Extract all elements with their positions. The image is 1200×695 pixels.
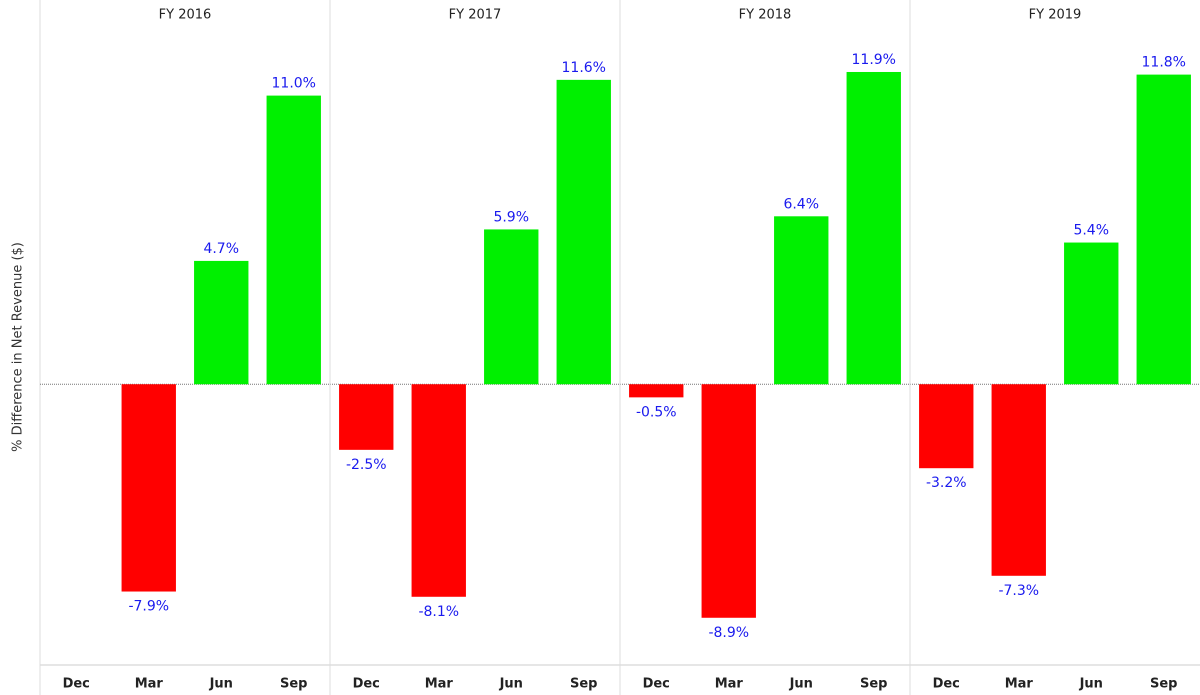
panel-header: FY 2016 (159, 8, 212, 23)
bar (1064, 242, 1119, 385)
x-tick-label: Dec (63, 677, 90, 692)
x-tick-label: Mar (1005, 677, 1034, 692)
bar (774, 216, 829, 385)
y-axis-label: % Difference in Net Revenue ($) (11, 242, 26, 452)
data-label: -8.1% (418, 604, 459, 620)
data-label: 11.0% (272, 76, 316, 92)
data-label: 11.9% (852, 52, 896, 68)
bar (991, 384, 1046, 576)
bar (411, 384, 466, 597)
data-label: -2.5% (346, 457, 387, 473)
bar (194, 260, 249, 385)
data-label: 11.8% (1142, 55, 1186, 71)
x-tick-label: Dec (643, 677, 670, 692)
bar (1136, 74, 1191, 385)
data-label: 5.4% (1073, 223, 1109, 239)
data-label: 11.6% (562, 60, 606, 76)
bar (919, 384, 974, 469)
bar (556, 79, 611, 385)
data-label: 5.9% (493, 209, 529, 225)
panel-header: FY 2018 (739, 8, 792, 23)
data-label: -7.9% (128, 599, 169, 615)
data-label: -3.2% (926, 475, 967, 491)
bar (121, 384, 176, 592)
x-tick-label: Mar (715, 677, 744, 692)
x-tick-label: Dec (933, 677, 960, 692)
x-tick-label: Jun (209, 677, 233, 692)
x-tick-label: Sep (860, 677, 888, 692)
bar (484, 229, 539, 385)
bar (701, 384, 756, 618)
x-tick-label: Sep (1150, 677, 1178, 692)
x-tick-label: Jun (1079, 677, 1103, 692)
x-tick-label: Sep (280, 677, 308, 692)
data-label: -8.9% (708, 625, 749, 641)
x-tick-label: Dec (353, 677, 380, 692)
x-tick-label: Sep (570, 677, 598, 692)
x-tick-label: Mar (135, 677, 164, 692)
x-tick-label: Jun (789, 677, 813, 692)
panel-header: FY 2019 (1029, 8, 1082, 23)
data-label: 6.4% (783, 196, 819, 212)
data-label: 4.7% (203, 241, 239, 257)
bar (266, 95, 321, 385)
bar (846, 71, 901, 385)
panel-header: FY 2017 (449, 8, 502, 23)
x-tick-label: Mar (425, 677, 454, 692)
data-label: -7.3% (998, 583, 1039, 599)
bar (339, 384, 394, 450)
bar (629, 384, 684, 398)
x-tick-label: Jun (499, 677, 523, 692)
data-label: -0.5% (636, 404, 677, 420)
